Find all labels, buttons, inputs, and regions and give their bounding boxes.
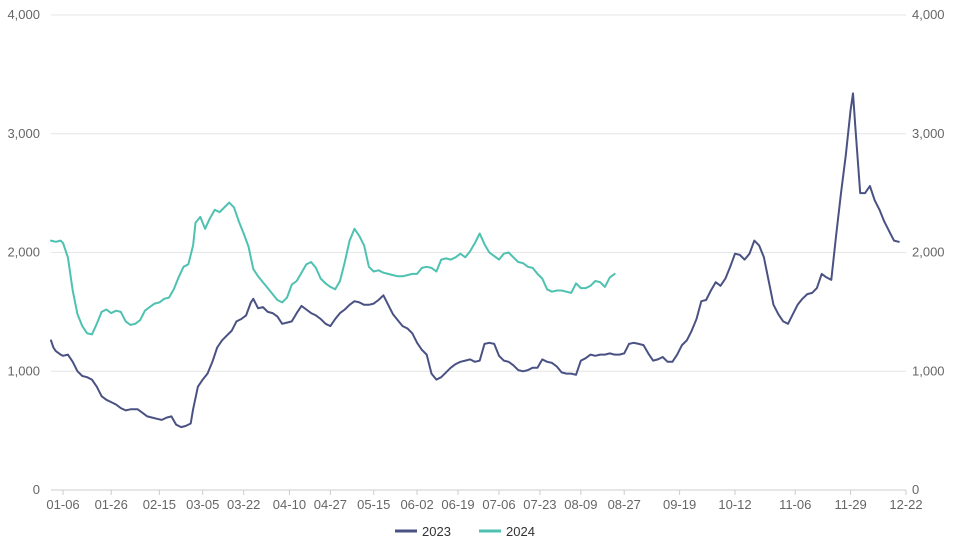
series-line-2023[interactable]	[50, 92, 900, 429]
y-tick-label: 4,000	[7, 7, 40, 22]
x-tick-label: 07-06	[482, 497, 515, 512]
legend-item-2023[interactable]: 2023	[395, 524, 451, 539]
legend-label-2024: 2024	[506, 524, 535, 539]
x-tick-label: 02-15	[143, 497, 176, 512]
x-tick-label: 01-06	[46, 497, 79, 512]
x-axis: 01-06 01-26 02-15 03-05 03-22 04-10 04-27 05-15…	[46, 490, 923, 512]
x-tick-label: 01-26	[95, 497, 128, 512]
series-line-2024[interactable]	[50, 201, 616, 336]
x-tick-label: 10-12	[718, 497, 751, 512]
x-tick-label: 03-22	[227, 497, 260, 512]
x-tick-label: 09-19	[663, 497, 696, 512]
y2-tick-label: 1,000	[912, 363, 945, 378]
y-tick-label: 0	[33, 482, 40, 497]
legend-item-2024[interactable]: 2024	[479, 524, 535, 539]
plot-area	[50, 92, 900, 429]
y-tick-label: 3,000	[7, 126, 40, 141]
y-tick-label: 1,000	[7, 363, 40, 378]
legend-label-2023: 2023	[422, 524, 451, 539]
x-tick-label: 08-27	[608, 497, 641, 512]
x-tick-label: 12-22	[889, 497, 922, 512]
y-axis-left: 0 1,000 2,000 3,000 4,000	[7, 7, 40, 497]
y2-tick-label: 3,000	[912, 126, 945, 141]
y2-tick-label: 2,000	[912, 245, 945, 260]
x-tick-label: 04-10	[273, 497, 306, 512]
y2-tick-label: 4,000	[912, 7, 945, 22]
x-tick-label: 04-27	[314, 497, 347, 512]
y-axis-right: 0 1,000 2,000 3,000 4,000	[912, 7, 945, 497]
x-tick-label: 06-02	[400, 497, 433, 512]
x-tick-label: 06-19	[441, 497, 474, 512]
x-tick-label: 07-23	[523, 497, 556, 512]
y-tick-label: 2,000	[7, 245, 40, 260]
legend: 2023 2024	[395, 524, 535, 539]
x-tick-label: 03-05	[186, 497, 219, 512]
y2-tick-label: 0	[912, 482, 919, 497]
x-tick-label: 05-15	[357, 497, 390, 512]
x-tick-label: 11-06	[779, 497, 811, 512]
x-tick-label: 11-29	[834, 497, 866, 512]
gridlines	[51, 14, 906, 491]
x-tick-label: 08-09	[564, 497, 597, 512]
